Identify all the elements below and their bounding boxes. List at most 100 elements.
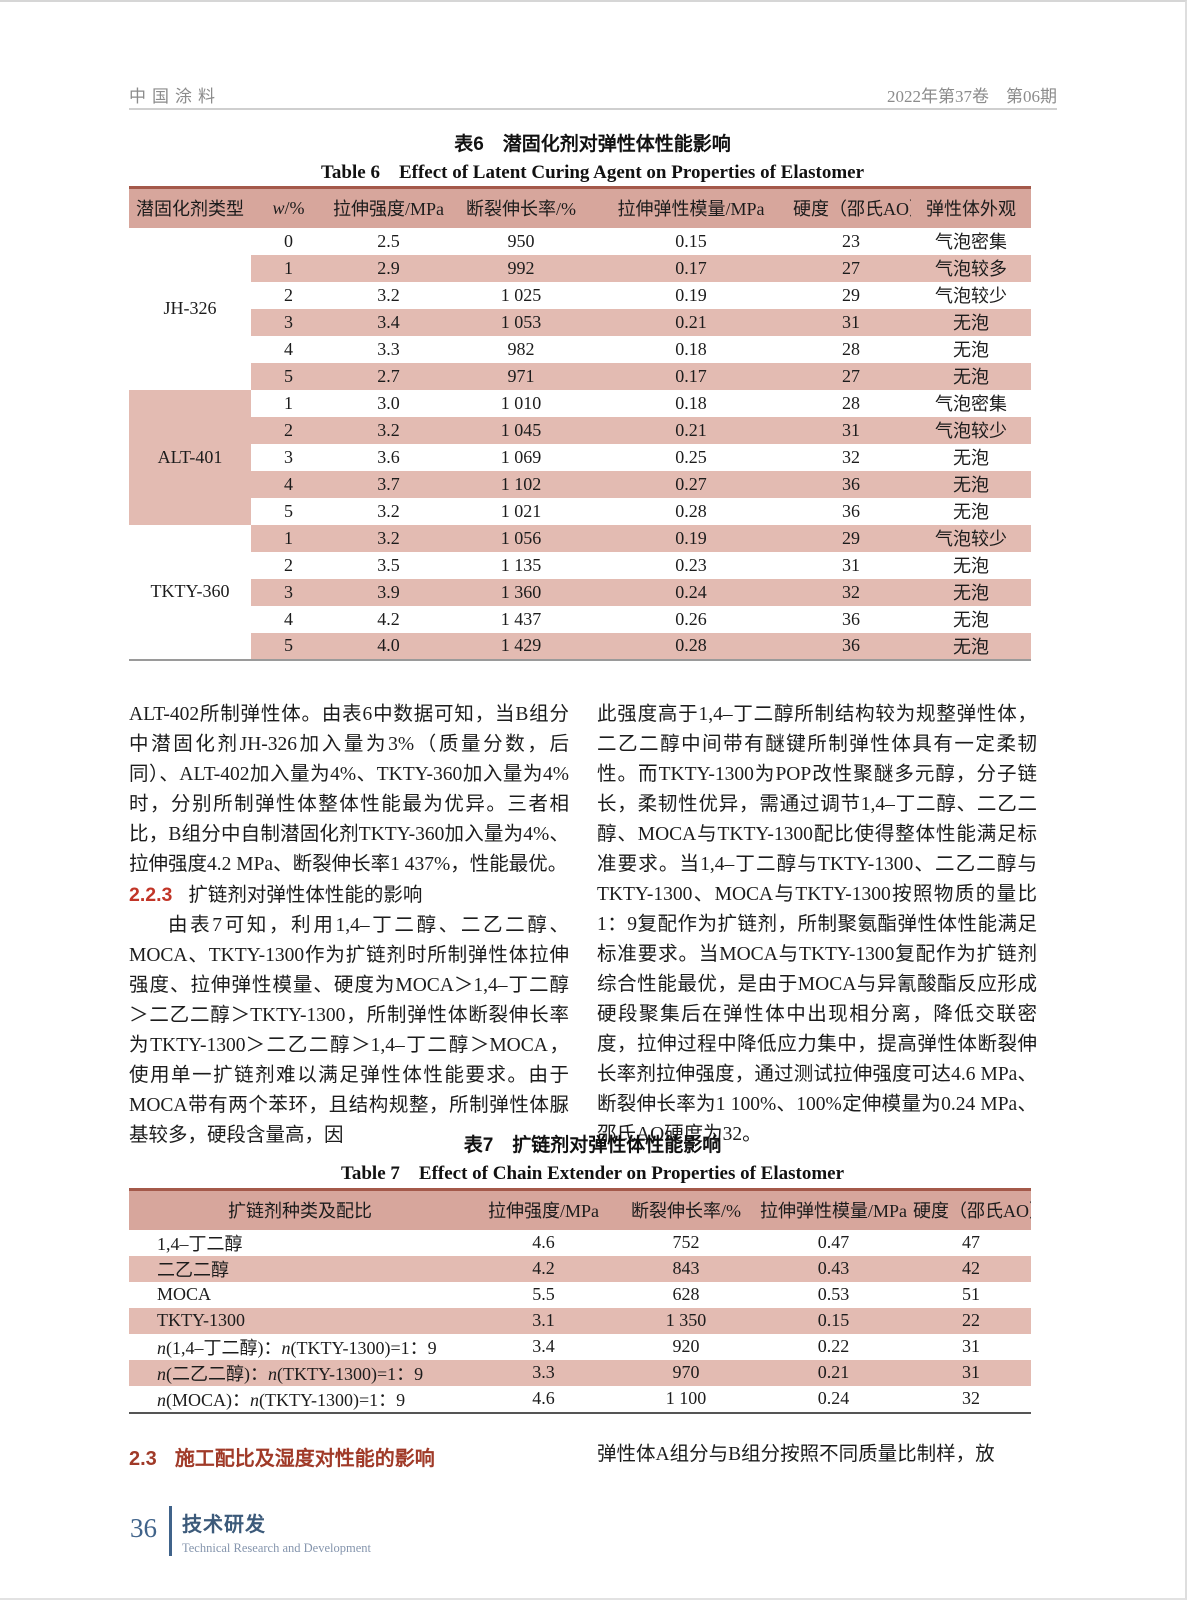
table-row: MOCA 5.5 628 0.53 51 [129, 1282, 1031, 1308]
table-cell: 2.9 [326, 254, 451, 282]
table-cell: 36 [842, 500, 860, 521]
table-cell: 0 [284, 230, 293, 251]
text-fragment: 1,4–丁二醇 [157, 1233, 243, 1254]
paragraph: ALT-402所制弹性体。由表6中数据可知，当B组分中潜固化剂JH-326加入量… [129, 704, 569, 875]
table-cell: 5 [251, 362, 326, 390]
table-cell: 950 [507, 230, 535, 251]
table-cell: 4.0 [326, 632, 451, 660]
text-fragment: n [281, 1337, 291, 1358]
table-cell: 31 [791, 416, 911, 444]
paragraph: 由表7可知，利用1,4–丁二醇、二乙二醇、MOCA、TKTY-1300作为扩链剂… [129, 915, 569, 1146]
table-cell: 23 [842, 230, 860, 251]
body-right-column: 此强度高于1,4–丁二醇所制结构较为规整弹性体，二乙二醇中间带有醚键所制弹性体具… [597, 700, 1037, 1151]
column-header: 拉伸强度/MPa [471, 1188, 616, 1230]
table-cell: 971 [451, 362, 591, 390]
table-cell: 气泡密集 [935, 394, 1007, 414]
table-cell: 628 [672, 1284, 700, 1304]
table-cell: 无泡 [911, 308, 1031, 336]
table-cell: 32 [842, 446, 860, 467]
table-cell: 2 [251, 416, 326, 444]
table-cell: 0.18 [675, 338, 707, 359]
table-cell: 3.3 [471, 1359, 616, 1386]
curing-agent-type-cell: TKTY-360 [129, 524, 251, 660]
table-cell: 5 [251, 632, 326, 660]
column-header: 扩链剂种类及配比 [129, 1188, 471, 1230]
table-row: ALT-401 1 3.0 1 010 0.18 28 气泡密集 [129, 389, 1031, 525]
table-cell: 3 [284, 446, 293, 467]
table-cell: 3.4 [326, 308, 451, 336]
footer-divider [169, 1506, 172, 1556]
header-rule [129, 108, 1057, 110]
table-row: 二乙二醇 4.2 843 0.43 42 [129, 1255, 1031, 1282]
table-cell: 843 [616, 1255, 756, 1282]
column-header: 硬度（邵氏AO） [791, 186, 911, 228]
column-header: 拉伸弹性模量/MPa [591, 186, 791, 228]
table-row: 4 3.3 982 0.18 28 无泡 [129, 336, 1031, 363]
table-cell: 气泡较少 [935, 286, 1007, 306]
table-cell: 1 135 [500, 554, 542, 575]
table-cell: 0.18 [675, 392, 707, 413]
table-row: TKTY-360 1 3.2 1 056 0.19 29 气泡较少 [129, 524, 1031, 660]
page-number: 36 [130, 1513, 157, 1543]
column-header: 拉伸强度/MPa [326, 186, 451, 228]
text-fragment: (1,4–丁二醇)： [166, 1337, 282, 1358]
text-fragment: n [157, 1337, 166, 1358]
table-cell: 31 [911, 1359, 1031, 1386]
table-cell: 0.17 [591, 362, 791, 390]
table-row: 4 4.2 1 437 0.26 36 无泡 [129, 606, 1031, 633]
table6-header-row: 潜固化剂类型 w/% 拉伸强度/MPa 断裂伸长率/% 拉伸弹性模量/MPa 硬度（邵氏A… [129, 186, 1031, 228]
table-row: 2 3.5 1 135 0.23 31 无泡 [129, 552, 1031, 579]
table-cell: 0.17 [591, 254, 791, 282]
table-cell: 4.2 [471, 1255, 616, 1282]
table-cell: 1 045 [451, 416, 591, 444]
table-cell: 0.53 [817, 1284, 850, 1304]
table-row: 1,4–丁二醇 4.6 752 0.47 47 [129, 1230, 1031, 1256]
table-cell: 982 [507, 338, 535, 359]
table-cell: 4.2 [377, 608, 400, 629]
table-row: TKTY-1300 3.1 1 350 0.15 22 [129, 1307, 1031, 1334]
table-cell: 32 [791, 578, 911, 606]
table-cell: 无泡 [911, 578, 1031, 606]
table-row: 3 3.9 1 360 0.24 32 无泡 [129, 578, 1031, 606]
table-cell: 1 [251, 524, 326, 552]
column-header: 弹性体外观 [911, 186, 1031, 228]
table-cell: 1 [284, 392, 293, 413]
table-cell: 1 010 [500, 392, 542, 413]
table-row: n(1,4–丁二醇)：n(TKTY-1300)=1：9 3.4 920 0.22 31 [129, 1334, 1031, 1360]
table7-caption-zh: 表7 扩链剂对弹性体性能影响 [463, 1135, 722, 1156]
table-cell: 3.0 [377, 392, 400, 413]
table6-caption-zh: 表6 潜固化剂对弹性体性能影响 [454, 134, 731, 155]
curing-agent-type-cell: JH-326 [129, 227, 251, 390]
table-cell: 0.22 [817, 1336, 850, 1356]
table-cell: 3.2 [326, 524, 451, 552]
table-cell: 1 056 [451, 524, 591, 552]
table-cell: 992 [451, 254, 591, 282]
curing-agent-type-cell: ALT-401 [129, 389, 251, 525]
table-cell: 2.7 [326, 362, 451, 390]
table-cell: 1 360 [451, 578, 591, 606]
table-cell: 2 [284, 284, 293, 305]
table-cell: 3.3 [377, 338, 400, 359]
column-header: 断裂伸长率/% [616, 1188, 756, 1230]
footer-column-zh: 技术研发 [182, 1514, 266, 1536]
table-cell: 27 [791, 362, 911, 390]
table-cell: 3 [251, 578, 326, 606]
table-cell: 0.27 [591, 470, 791, 498]
chain-extender-cell: n(二乙二醇)：n(TKTY-1300)=1：9 [129, 1359, 471, 1386]
table-cell: 3.7 [326, 470, 451, 498]
table-cell: 27 [791, 254, 911, 282]
table-cell: 0.47 [817, 1232, 850, 1252]
table-cell: 31 [842, 554, 860, 575]
table-cell: 无泡 [953, 340, 989, 360]
table-cell: 0.26 [675, 608, 707, 629]
section-number: 2.2.3 [129, 884, 173, 906]
chain-extender-cell: n(MOCA)：n(TKTY-1300)=1：9 [129, 1386, 471, 1413]
body-text: ALT-402所制弹性体。由表6中数据可知，当B组分中潜固化剂JH-326加入量… [129, 700, 1037, 1151]
table-cell: 4.6 [532, 1388, 555, 1408]
table-cell: 1 429 [451, 632, 591, 660]
table7-caption-en: Table 7 Effect of Chain Extender on Prop… [340, 1163, 845, 1184]
table-cell: 5 [284, 500, 293, 521]
table-cell: 31 [962, 1336, 980, 1356]
footer-column-block: 技术研发 Technical Research and Development [182, 1504, 371, 1556]
